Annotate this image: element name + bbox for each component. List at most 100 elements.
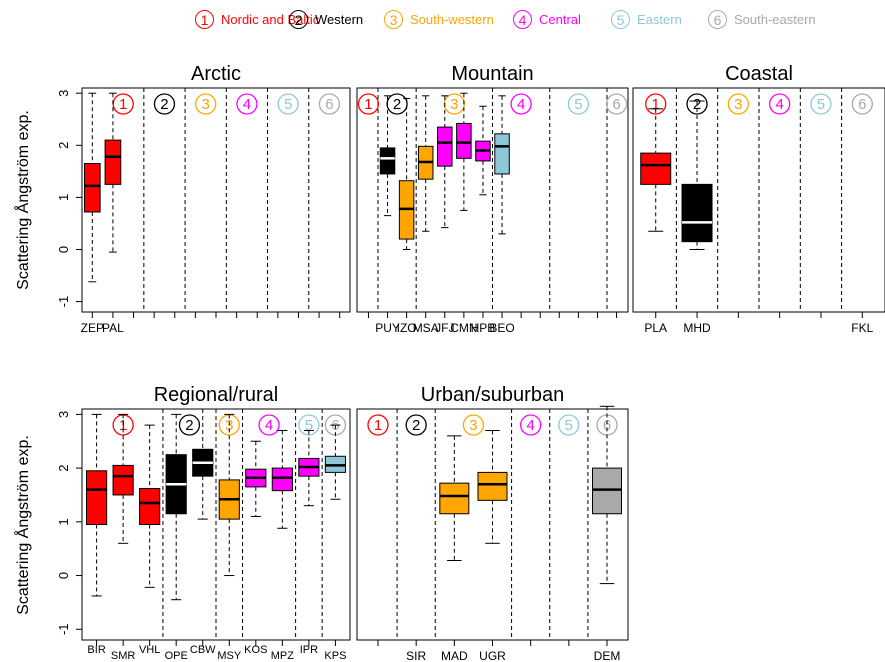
region-number-circle <box>153 93 176 115</box>
region-number: 2 <box>412 417 420 434</box>
x-tick-label-msa: MSA <box>413 321 439 335</box>
x-tick-label-beo: BEO <box>489 321 514 335</box>
y-tick-label: 0 <box>56 572 71 579</box>
region-number-circle <box>727 93 749 115</box>
region-number: 1 <box>364 96 372 113</box>
region-number-circle <box>277 93 299 115</box>
region-number-circle <box>258 414 280 436</box>
y-axis-label: Scattering Ångström exp. <box>13 435 32 615</box>
y-tick-label: -1 <box>56 296 71 308</box>
legend-region-number: 6 <box>708 10 727 29</box>
y-tick-label: 2 <box>56 464 71 471</box>
region-number-circle <box>567 93 590 115</box>
region-number: 3 <box>469 417 477 434</box>
x-tick-label-sir: SIR <box>406 649 426 662</box>
legend-region-number: 1 <box>195 10 214 29</box>
region-number-circle <box>810 93 832 115</box>
y-tick-label: 3 <box>56 90 71 97</box>
x-tick-label-kps: KPS <box>324 650 346 662</box>
x-tick-label-mhd: MHD <box>683 321 711 335</box>
x-tick-label-mpz: MPZ <box>271 650 295 662</box>
panel-1: Arctic 1 2 3 4 5 6 -1 0 1 2 3 Scattering Ångström ex… <box>13 63 351 335</box>
region-number: 6 <box>858 96 866 113</box>
legend-region-number: 5 <box>611 10 630 29</box>
x-tick-label-pla: PLA <box>644 321 667 335</box>
x-tick-label-kos: KOS <box>244 644 267 656</box>
box-mpz <box>271 467 293 492</box>
x-tick-label-fkl: FKL <box>851 321 873 335</box>
y-tick-label: -1 <box>56 623 71 635</box>
box-cmn <box>456 122 472 159</box>
box-beo <box>494 133 510 175</box>
box-mad <box>439 482 470 515</box>
region-number: 2 <box>393 96 401 113</box>
region-number-circle <box>178 414 201 436</box>
x-tick-label-ipr: IPR <box>300 644 318 656</box>
region-number: 6 <box>325 96 333 113</box>
panel-frame <box>81 87 351 313</box>
legend-region-number: 3 <box>384 10 403 29</box>
box-jfj <box>437 126 453 167</box>
region-number-circle <box>510 93 532 115</box>
x-tick-label-pal: PAL <box>102 321 124 335</box>
box-mhd <box>681 183 713 243</box>
y-tick-label: 3 <box>56 411 71 418</box>
region-number-circle <box>405 414 427 436</box>
region-number-circle <box>236 93 258 115</box>
region-number: 4 <box>526 417 534 434</box>
panel-title: Regional/rural <box>154 384 279 406</box>
region-number-circle <box>769 93 791 115</box>
region-number: 2 <box>185 417 193 434</box>
region-number-circle <box>462 414 485 436</box>
x-tick-label-vhl: VHL <box>139 644 160 656</box>
x-tick-label-puy: PUY <box>375 321 400 335</box>
region-number-circle <box>318 93 341 115</box>
panel-title: Urban/suburban <box>421 384 564 406</box>
legend: 1 Nordic and Baltic 2 Western 3 South-western… <box>0 6 885 32</box>
region-number: 5 <box>817 96 825 113</box>
x-tick-label-dem: DEM <box>594 649 621 662</box>
box-dem <box>592 467 623 515</box>
region-number: 5 <box>574 96 582 113</box>
x-tick-label-ope: OPE <box>165 650 188 662</box>
x-tick-label-zep: ZEP <box>81 321 104 335</box>
x-tick-label-msy: MSY <box>217 650 242 662</box>
y-tick-label: 2 <box>56 142 71 149</box>
x-tick-label-hpb: HPB <box>471 321 496 335</box>
region-number: 1 <box>119 96 127 113</box>
box-smr <box>112 464 134 496</box>
y-tick-label: 1 <box>56 518 71 525</box>
box-pal <box>104 139 122 185</box>
region-number-circle <box>367 414 389 436</box>
region-number: 2 <box>160 96 168 113</box>
region-number-circle <box>558 414 580 436</box>
region-number-circle <box>520 414 542 436</box>
x-tick-label-jfj: JFJ <box>435 321 454 335</box>
region-number: 1 <box>374 417 382 434</box>
x-tick-label-cmn: CMN <box>450 321 477 335</box>
region-number: 4 <box>243 96 251 113</box>
region-number: 3 <box>225 417 233 434</box>
region-number: 1 <box>652 96 660 113</box>
panel-title: Coastal <box>725 63 793 85</box>
region-number-circle <box>298 414 320 436</box>
region-number-circle <box>357 93 380 115</box>
y-tick-label: 1 <box>56 194 71 201</box>
legend-region-number: 4 <box>513 10 532 29</box>
region-number: 4 <box>265 417 273 434</box>
box-vhl <box>139 488 161 526</box>
region-number: 1 <box>119 417 127 434</box>
region-number: 3 <box>202 96 210 113</box>
legend-region-label: South-western <box>410 12 494 27</box>
x-tick-label-ugr: UGR <box>479 649 506 662</box>
legend-region-label: South-eastern <box>734 12 816 27</box>
region-number: 4 <box>517 96 525 113</box>
x-tick-label-mad: MAD <box>441 649 468 662</box>
region-number: 3 <box>450 96 458 113</box>
panel-title: Arctic <box>191 63 241 85</box>
x-tick-label-bir: BIR <box>87 644 105 656</box>
region-number-circle <box>605 93 628 115</box>
x-tick-label-izo: IZO <box>397 321 417 335</box>
